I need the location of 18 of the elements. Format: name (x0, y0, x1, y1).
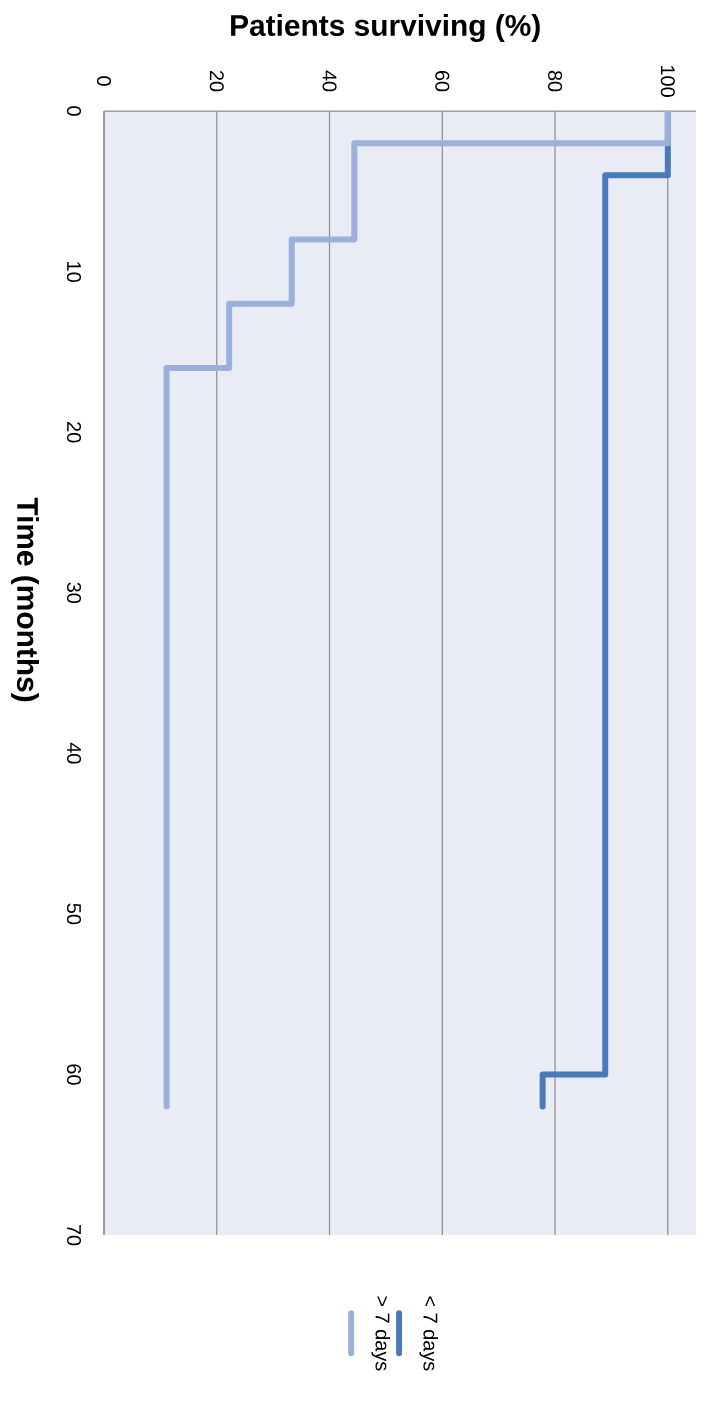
x-tick-label: 20 (209, 70, 224, 92)
y-tick-label: 60 (66, 1064, 82, 1085)
x-tick-label: 80 (548, 70, 563, 92)
x-tick-label: 100 (660, 65, 675, 97)
x-axis-title: Patients surviving (%) (231, 14, 540, 43)
y-tick-label: 0 (66, 106, 82, 116)
x-tick-label: 0 (96, 76, 112, 86)
legend-label: < 7 days (419, 1296, 439, 1371)
y-tick-label: 50 (66, 903, 82, 925)
y-tick-label: 30 (66, 582, 82, 604)
y-axis-title: Time (months) (11, 497, 39, 702)
x-tick-label: 40 (322, 70, 337, 92)
y-tick-label: 40 (66, 742, 82, 764)
y-tick-label: 70 (66, 1224, 82, 1246)
y-tick-label: 20 (66, 422, 82, 443)
x-tick-label: 60 (435, 71, 450, 92)
legend-label: > 7 days (371, 1296, 391, 1371)
y-tick-label: 10 (66, 262, 82, 282)
